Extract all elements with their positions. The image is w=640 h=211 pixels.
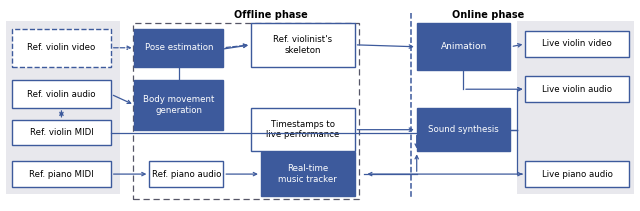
Text: Ref. violin audio: Ref. violin audio <box>27 90 96 99</box>
Text: Animation: Animation <box>440 42 486 51</box>
Text: Online phase: Online phase <box>452 10 524 20</box>
Text: Live violin audio: Live violin audio <box>542 85 612 94</box>
FancyBboxPatch shape <box>417 23 511 70</box>
FancyBboxPatch shape <box>251 23 355 66</box>
FancyBboxPatch shape <box>525 76 629 102</box>
Text: Sound synthesis: Sound synthesis <box>428 125 499 134</box>
FancyBboxPatch shape <box>417 108 511 151</box>
Text: Timestamps to
live performance: Timestamps to live performance <box>266 120 339 139</box>
Text: Live violin video: Live violin video <box>542 39 612 48</box>
Text: Ref. violinist's
skeleton: Ref. violinist's skeleton <box>273 35 332 54</box>
FancyBboxPatch shape <box>525 161 629 187</box>
FancyBboxPatch shape <box>149 161 223 187</box>
Text: Offline phase: Offline phase <box>234 10 308 20</box>
FancyBboxPatch shape <box>134 80 223 130</box>
FancyBboxPatch shape <box>525 31 629 57</box>
FancyBboxPatch shape <box>12 161 111 187</box>
FancyBboxPatch shape <box>12 29 111 66</box>
Text: Real-time
music tracker: Real-time music tracker <box>278 164 337 184</box>
FancyBboxPatch shape <box>260 152 355 196</box>
Text: Ref. violin MIDI: Ref. violin MIDI <box>29 128 93 137</box>
FancyBboxPatch shape <box>12 80 111 108</box>
FancyBboxPatch shape <box>6 21 120 194</box>
FancyBboxPatch shape <box>517 21 634 194</box>
Text: Pose estimation: Pose estimation <box>145 43 213 52</box>
FancyBboxPatch shape <box>251 108 355 151</box>
Text: Ref. violin video: Ref. violin video <box>28 43 95 52</box>
Text: Body movement
generation: Body movement generation <box>143 95 214 115</box>
FancyBboxPatch shape <box>12 120 111 145</box>
Text: Ref. piano audio: Ref. piano audio <box>152 170 221 179</box>
FancyBboxPatch shape <box>134 29 223 66</box>
Text: Live piano audio: Live piano audio <box>541 170 612 179</box>
Text: Ref. piano MIDI: Ref. piano MIDI <box>29 170 94 179</box>
